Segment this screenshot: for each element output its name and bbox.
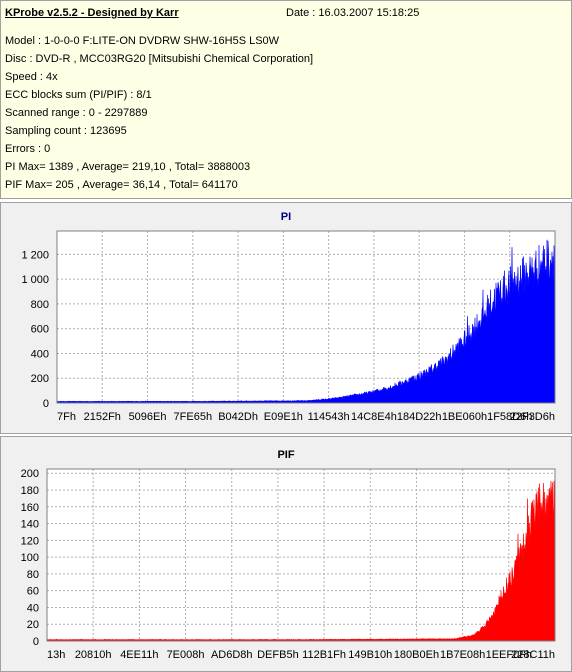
scan-date: Date : 16.03.2007 15:18:25 (286, 7, 420, 19)
pi-xtick-label: 114543h (308, 411, 350, 423)
pi-xtick-label: 7FE65h (174, 411, 213, 423)
pi-chart-panel: PI 0 200 400 600 800 1 000 1 200 7Fh 2152Fh 5096E… (0, 202, 572, 434)
pif-xtick-label: AD6D8h (211, 649, 253, 661)
pif-chart-panel: PIF 0 20 40 60 80 100 120 140 160 180 200 13h 20810h… (0, 436, 572, 672)
pif-ytick-label: 80 (27, 569, 39, 581)
pif-ytick-label: 60 (27, 586, 39, 598)
pif-ytick-label: 160 (21, 502, 39, 514)
pi-plot-frame (56, 230, 556, 404)
pi-xtick-label: 5096Eh (129, 411, 167, 423)
ecc-line: ECC blocks sum (PI/PIF) : 8/1 (5, 89, 152, 101)
pif-xtick-label: 180B0Eh (394, 649, 439, 661)
pi-xtick-label: 1BE060h (442, 411, 487, 423)
pif-ytick-label: 100 (21, 552, 39, 564)
pi-ytick-label: 800 (31, 299, 49, 311)
pif-ytick-label: 200 (21, 468, 39, 480)
pif-ytick-label: 40 (27, 602, 39, 614)
pif-ytick-label: 120 (21, 535, 39, 547)
pi-xtick-label: E09E1h (264, 411, 303, 423)
pif-xtick-label: 1EEF0Fh (486, 649, 532, 661)
pi-xtick-label: B042Dh (218, 411, 258, 423)
range-line: Scanned range : 0 - 2297889 (5, 107, 148, 119)
pi-xtick-label: 7Fh (57, 411, 76, 423)
pif-ytick-label: 180 (21, 485, 39, 497)
pi-ytick-label: 0 (43, 398, 49, 410)
pif-xtick-label: 112B1Fh (302, 649, 346, 661)
pif-xtick-label: 20810h (75, 649, 112, 661)
pif-xtick-label: 149B10h (348, 649, 392, 661)
pi-stats-line: PI Max= 1389 , Average= 219,10 , Total= … (5, 161, 251, 173)
pi-ytick-label: 600 (31, 324, 49, 336)
pif-ytick-label: 0 (33, 636, 39, 648)
pif-xtick-label: 13h (47, 649, 65, 661)
model-line: Model : 1-0-0-0 F:LITE-ON DVDRW SHW-16H5… (5, 35, 280, 47)
pi-xtick-label: 1F58D6h (487, 411, 532, 423)
info-panel: KProbe v2.5.2 - Designed by Karr Date : … (0, 0, 572, 199)
pif-xtick-label: 4EE11h (120, 649, 158, 661)
pif-xtick-label: 228C11h (511, 649, 555, 661)
disc-line: Disc : DVD-R , MCC03RG20 [Mitsubishi Che… (5, 53, 314, 65)
pif-chart-title: PIF (277, 449, 295, 461)
pi-chart: 0 200 400 600 800 1 000 1 200 7Fh 2152Fh 5096Eh 7F… (21, 230, 556, 423)
pi-ytick-label: 1 000 (21, 274, 49, 286)
errors-line: Errors : 0 (5, 143, 51, 155)
pif-xtick-label: 7E008h (167, 649, 205, 661)
pi-ytick-label: 1 200 (21, 249, 49, 261)
pi-xtick-label: 184D22h (397, 411, 442, 423)
pif-data-area (46, 480, 556, 642)
pif-xtick-label: DEFB5h (257, 649, 299, 661)
pif-ytick-label: 140 (21, 519, 39, 531)
app-title: KProbe v2.5.2 - Designed by Karr (5, 7, 179, 19)
pif-ytick-label: 20 (27, 619, 39, 631)
pi-xtick-label: 14C8E4h (351, 411, 397, 423)
pi-data-area (56, 239, 556, 404)
pif-xtick-label: 1B7E08h (440, 649, 485, 661)
sampling-line: Sampling count : 123695 (5, 125, 127, 137)
pi-ytick-label: 400 (31, 348, 49, 360)
pif-plot-frame (46, 468, 556, 642)
speed-line: Speed : 4x (5, 71, 58, 83)
pif-plot-area (47, 469, 555, 641)
pi-xtick-label: 22F3D6h (510, 411, 555, 423)
pi-chart-title: PI (280, 211, 292, 223)
pif-chart: 0 20 40 60 80 100 120 140 160 180 200 13h 20810h 4EE1… (21, 468, 556, 661)
pif-stats-line: PIF Max= 205 , Average= 36,14 , Total= 6… (5, 179, 238, 191)
pi-ytick-label: 200 (31, 373, 49, 385)
pi-xtick-label: 2152Fh (84, 411, 121, 423)
